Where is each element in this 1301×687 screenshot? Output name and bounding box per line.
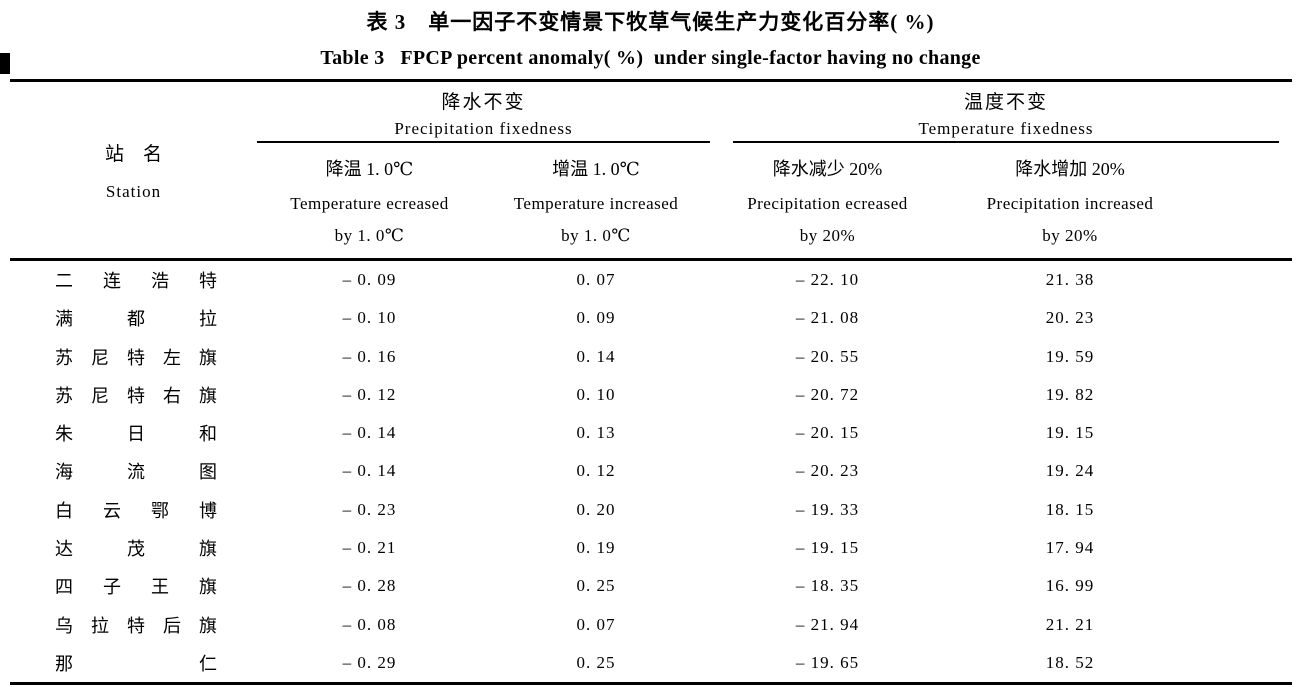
table-row: 四子王旗 – 0. 28 0. 25 – 18. 35 16. 99 — [10, 567, 1292, 605]
station-name-cell: 苏尼特左旗 — [55, 347, 217, 368]
station-name-cell: 满都拉 — [55, 309, 217, 330]
value-cell: – 20. 15 — [795, 423, 860, 443]
col-header-by: by 1. 0℃ — [561, 225, 631, 245]
col-header-precipitation-increased: 降水增加 20% Precipitation increased by 20% — [945, 143, 1195, 258]
value-cell: – 0. 09 — [342, 270, 397, 290]
station-name-cell: 朱日和 — [55, 424, 217, 445]
scan-artifact — [0, 53, 10, 74]
value-cell: 0. 20 — [576, 499, 616, 519]
group-header-temperature-fixedness: 温度不变 Temperature fixedness — [733, 82, 1279, 143]
table-header: 站 名 Station 降水不变 Precipitation fixedness… — [10, 79, 1292, 261]
value-cell: 18. 15 — [1045, 499, 1095, 519]
group-label-en: Temperature fixedness — [918, 119, 1094, 138]
col-header-temperature-increased: 增温 1. 0℃ Temperature increased by 1. 0℃ — [482, 143, 710, 258]
value-cell: 17. 94 — [1045, 537, 1095, 557]
col-header-zh: 降水减少 20% — [772, 159, 883, 180]
col-header-zh: 降温 1. 0℃ — [325, 159, 414, 180]
table-row: 苏尼特左旗 – 0. 16 0. 14 – 20. 55 19. 59 — [10, 338, 1292, 376]
value-cell: 0. 13 — [576, 423, 616, 443]
value-cell: 21. 38 — [1045, 270, 1095, 290]
group-label-zh: 温度不变 — [963, 92, 1048, 113]
table-title-zh: 表 3 单一因子不变情景下牧草气候生产力变化百分率( %) — [366, 10, 935, 34]
station-name-cell: 白云鄂博 — [55, 500, 217, 521]
value-cell: 19. 24 — [1045, 461, 1095, 481]
value-cell: 16. 99 — [1045, 576, 1095, 596]
station-name-cell: 乌拉特后旗 — [55, 615, 217, 636]
value-cell: – 21. 08 — [795, 308, 860, 328]
value-cell: 19. 15 — [1045, 423, 1095, 443]
value-cell: 21. 21 — [1045, 614, 1095, 634]
value-cell: – 0. 23 — [342, 499, 397, 519]
col-header-en: Precipitation ecreased — [747, 193, 908, 213]
col-header-precipitation-decreased: 降水减少 20% Precipitation ecreased by 20% — [710, 143, 945, 258]
station-name-cell: 四子王旗 — [55, 577, 217, 598]
table-row: 朱日和 – 0. 14 0. 13 – 20. 15 19. 15 — [10, 414, 1292, 452]
value-cell: 0. 25 — [576, 652, 616, 672]
col-header-en: Temperature ecreased — [290, 193, 449, 213]
value-cell: 0. 14 — [576, 346, 616, 366]
station-column-header: 站 名 Station — [10, 82, 257, 258]
value-cell: – 0. 08 — [342, 614, 397, 634]
table-row: 那仁 – 0. 29 0. 25 – 19. 65 18. 52 — [10, 644, 1292, 682]
value-cell: 0. 10 — [576, 384, 616, 404]
station-name-cell: 海流图 — [55, 462, 217, 483]
value-cell: – 19. 33 — [795, 499, 860, 519]
table-row: 二连浩特 – 0. 09 0. 07 – 22. 10 21. 38 — [10, 261, 1292, 299]
table-title-en: Table 3 FPCP percent anomaly( %) under s… — [320, 47, 981, 69]
col-header-temperature-decreased: 降温 1. 0℃ Temperature ecreased by 1. 0℃ — [257, 143, 482, 258]
value-cell: – 0. 29 — [342, 652, 397, 672]
value-cell: – 20. 72 — [795, 384, 860, 404]
col-header-en: Precipitation increased — [986, 193, 1154, 213]
station-header-zh: 站 名 — [104, 143, 162, 165]
table-row: 达茂旗 – 0. 21 0. 19 – 19. 15 17. 94 — [10, 529, 1292, 567]
value-cell: 0. 12 — [576, 461, 616, 481]
col-header-by: by 20% — [799, 225, 856, 245]
station-name-cell: 达茂旗 — [55, 538, 217, 559]
value-cell: 0. 07 — [576, 614, 616, 634]
group-label-en: Precipitation fixedness — [394, 119, 573, 138]
value-cell: 20. 23 — [1045, 308, 1095, 328]
value-cell: 0. 25 — [576, 576, 616, 596]
value-cell: 0. 07 — [576, 270, 616, 290]
col-header-zh: 降水增加 20% — [1015, 159, 1125, 180]
table-row: 海流图 – 0. 14 0. 12 – 20. 23 19. 24 — [10, 452, 1292, 490]
value-cell: – 20. 55 — [795, 346, 860, 366]
table-row: 满都拉 – 0. 10 0. 09 – 21. 08 20. 23 — [10, 299, 1292, 337]
col-header-en: Temperature increased — [513, 193, 679, 213]
value-cell: – 0. 14 — [342, 461, 397, 481]
table-row: 苏尼特右旗 – 0. 12 0. 10 – 20. 72 19. 82 — [10, 376, 1292, 414]
station-name-cell: 二连浩特 — [55, 271, 217, 292]
table-row: 白云鄂博 – 0. 23 0. 20 – 19. 33 18. 15 — [10, 491, 1292, 529]
value-cell: – 0. 21 — [342, 537, 397, 557]
value-cell: – 0. 10 — [342, 308, 397, 328]
value-cell: – 0. 28 — [342, 576, 397, 596]
value-cell: – 18. 35 — [795, 576, 860, 596]
value-cell: – 19. 65 — [795, 652, 860, 672]
station-name-cell: 苏尼特右旗 — [55, 385, 217, 406]
group-header-precipitation-fixedness: 降水不变 Precipitation fixedness — [257, 82, 710, 143]
value-cell: – 21. 94 — [795, 614, 860, 634]
col-header-by: by 20% — [1042, 225, 1098, 245]
col-header-zh: 增温 1. 0℃ — [552, 159, 640, 180]
table-body: 二连浩特 – 0. 09 0. 07 – 22. 10 21. 38 满都拉 – 0. 10… — [10, 261, 1292, 685]
table-row: 乌拉特后旗 – 0. 08 0. 07 – 21. 94 21. 21 — [10, 605, 1292, 643]
value-cell: 19. 82 — [1045, 384, 1095, 404]
value-cell: 0. 19 — [576, 537, 616, 557]
value-cell: – 20. 23 — [795, 461, 860, 481]
group-label-zh: 降水不变 — [441, 92, 526, 113]
value-cell: 18. 52 — [1045, 652, 1095, 672]
value-cell: – 0. 14 — [342, 423, 397, 443]
value-cell: – 22. 10 — [795, 270, 860, 290]
value-cell: – 19. 15 — [795, 537, 860, 557]
value-cell: – 0. 12 — [342, 384, 397, 404]
data-table: 站 名 Station 降水不变 Precipitation fixedness… — [10, 79, 1292, 685]
station-name-cell: 那仁 — [55, 653, 217, 674]
station-header-en: Station — [105, 181, 162, 201]
col-header-by: by 1. 0℃ — [334, 225, 405, 245]
value-cell: 19. 59 — [1045, 346, 1095, 366]
value-cell: – 0. 16 — [342, 346, 397, 366]
value-cell: 0. 09 — [576, 308, 616, 328]
